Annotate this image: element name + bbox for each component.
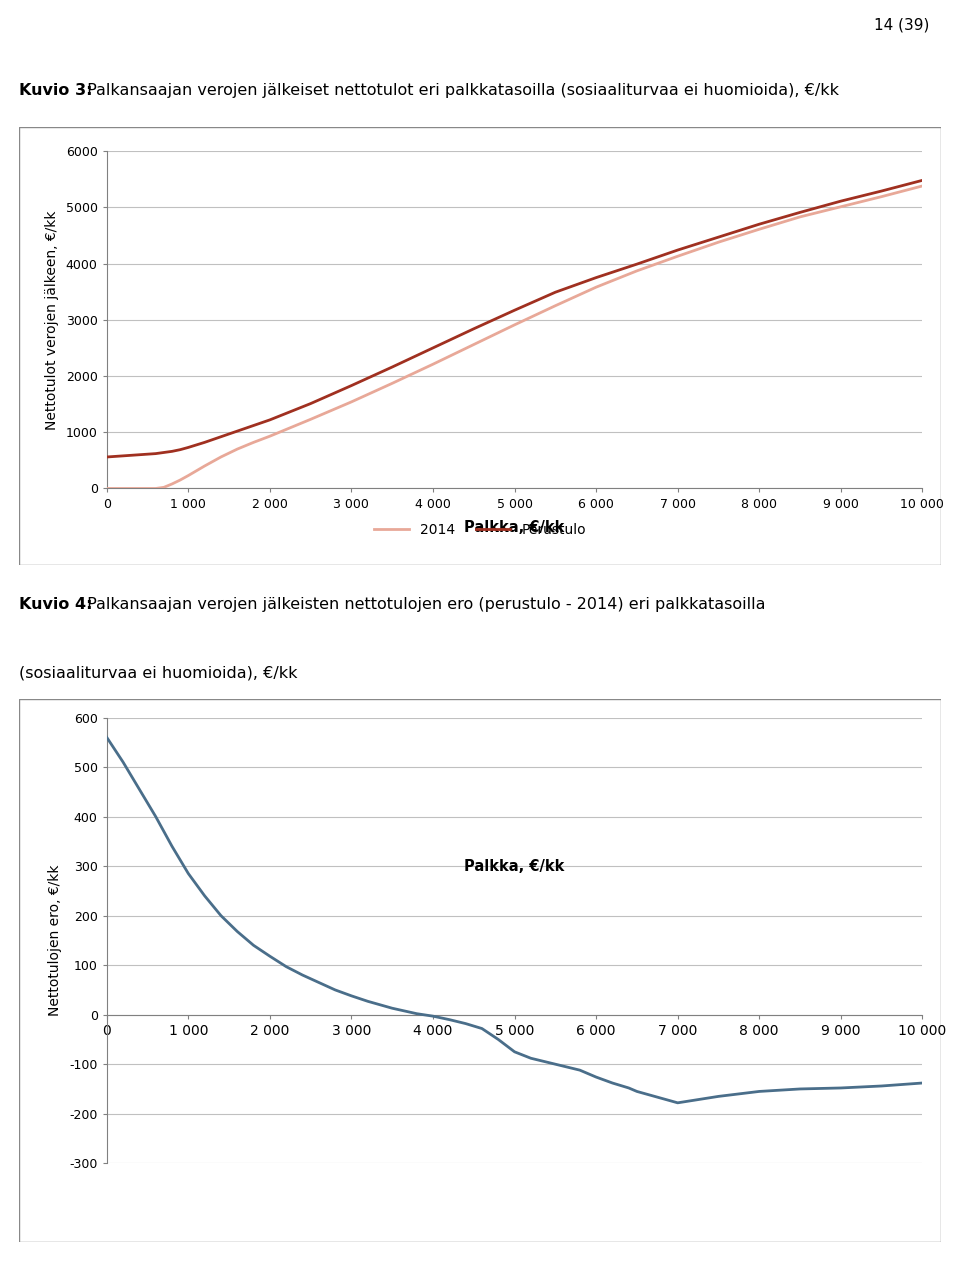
Y-axis label: Nettotulot verojen jälkeen, €/kk: Nettotulot verojen jälkeen, €/kk	[45, 210, 59, 429]
X-axis label: Palkka, €/kk: Palkka, €/kk	[465, 521, 564, 535]
Text: 14 (39): 14 (39)	[874, 18, 929, 32]
Text: Palkansaajan verojen jälkeisten nettotulojen ero (perustulo - 2014) eri palkkata: Palkansaajan verojen jälkeisten nettotul…	[82, 597, 765, 612]
Text: (sosiaaliturvaa ei huomioida), €/kk: (sosiaaliturvaa ei huomioida), €/kk	[19, 665, 298, 681]
Text: Kuvio 4:: Kuvio 4:	[19, 597, 93, 612]
Y-axis label: Nettotulojen ero, €/kk: Nettotulojen ero, €/kk	[48, 865, 62, 1016]
Text: Kuvio 3:: Kuvio 3:	[19, 83, 93, 98]
Text: Palkansaajan verojen jälkeiset nettotulot eri palkkatasoilla (sosiaaliturvaa ei : Palkansaajan verojen jälkeiset nettotulo…	[82, 83, 839, 98]
Legend: 2014, Perustulo: 2014, Perustulo	[369, 518, 591, 542]
Text: Palkka, €/kk: Palkka, €/kk	[465, 859, 564, 874]
